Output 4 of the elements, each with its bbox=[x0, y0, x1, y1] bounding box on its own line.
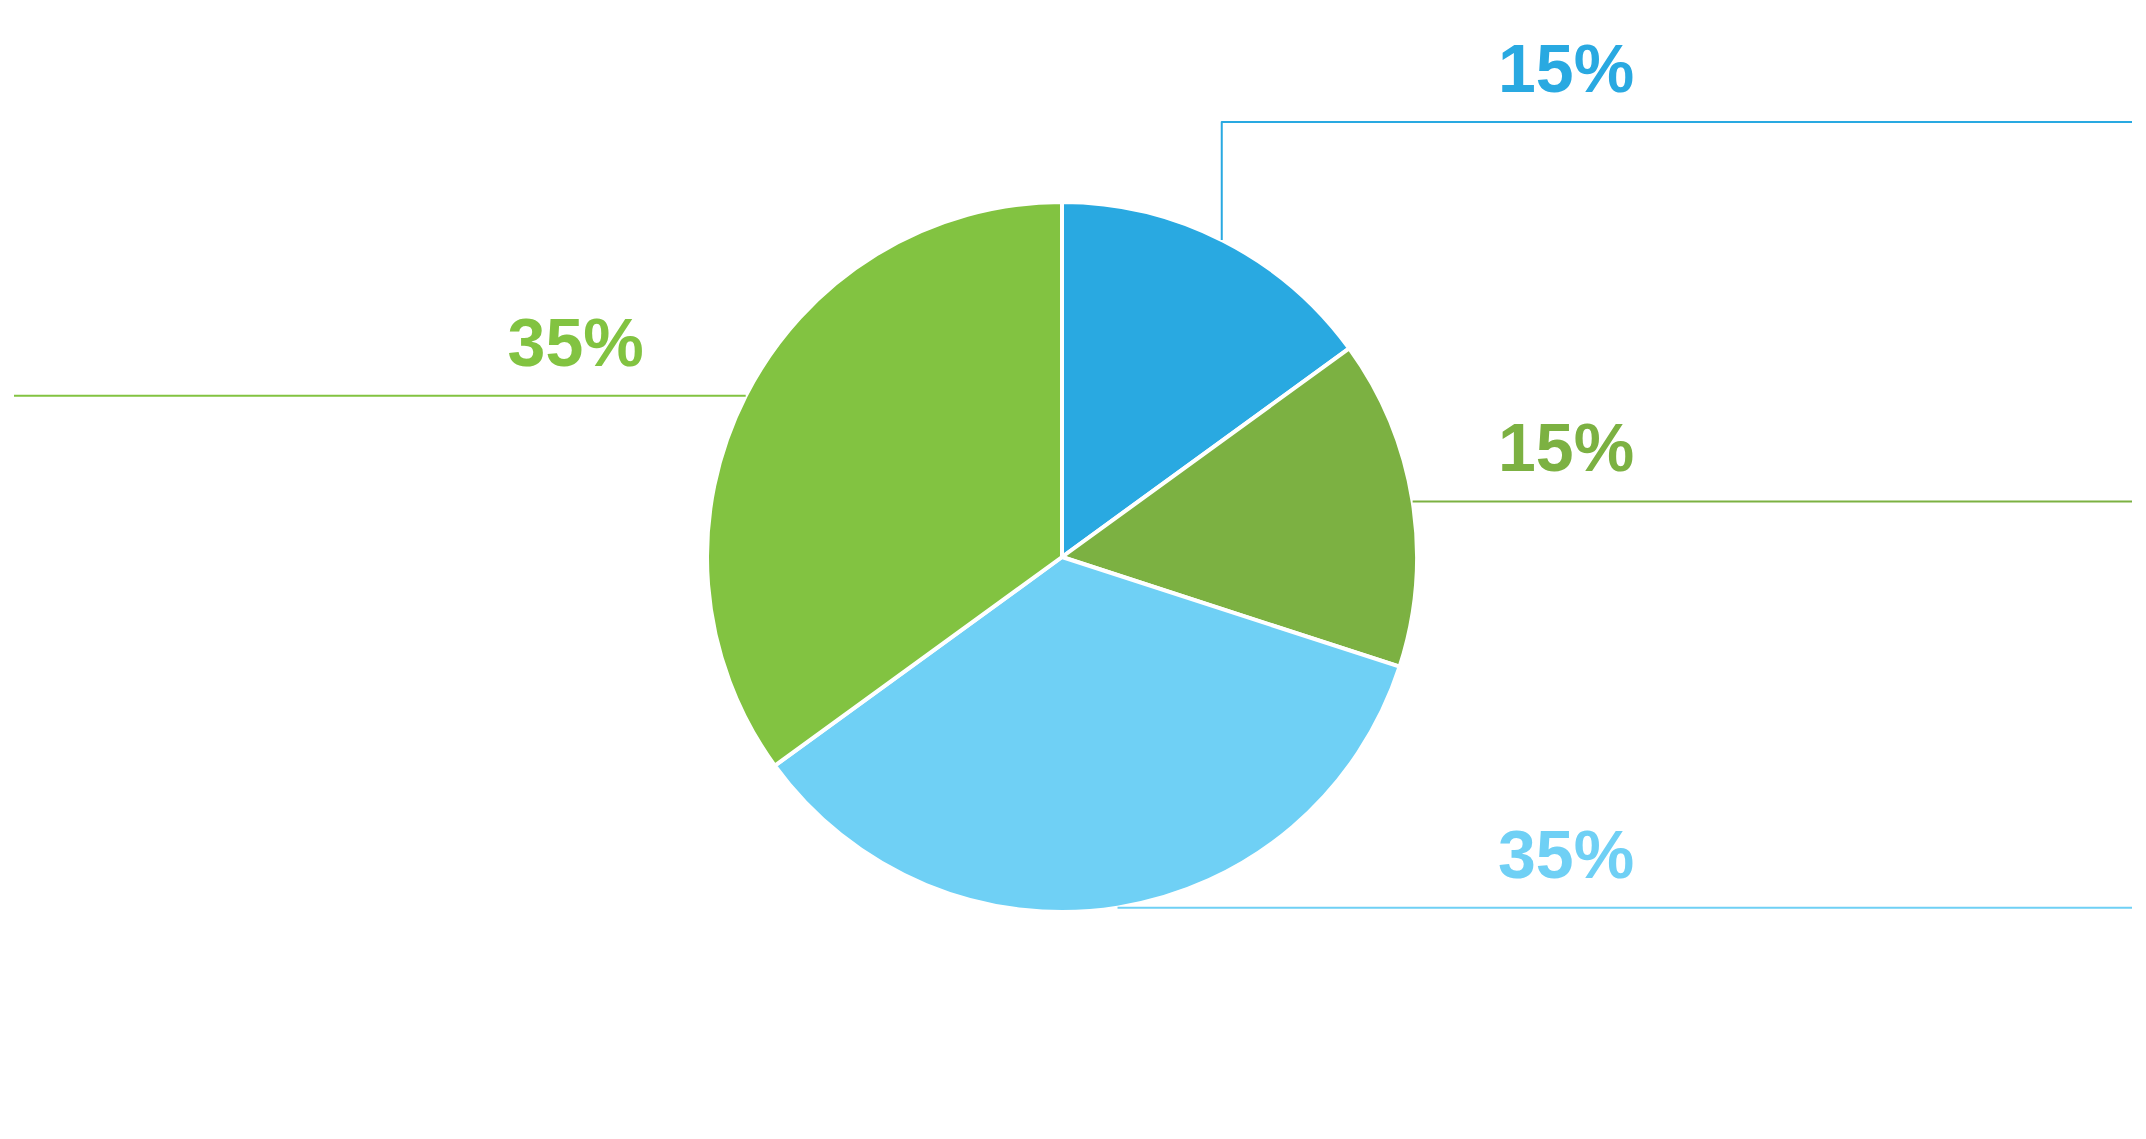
data-label: 15% bbox=[1498, 409, 1635, 486]
data-label: 35% bbox=[1498, 815, 1635, 892]
data-label: 15% bbox=[1498, 30, 1635, 106]
data-label: 35% bbox=[507, 303, 644, 380]
